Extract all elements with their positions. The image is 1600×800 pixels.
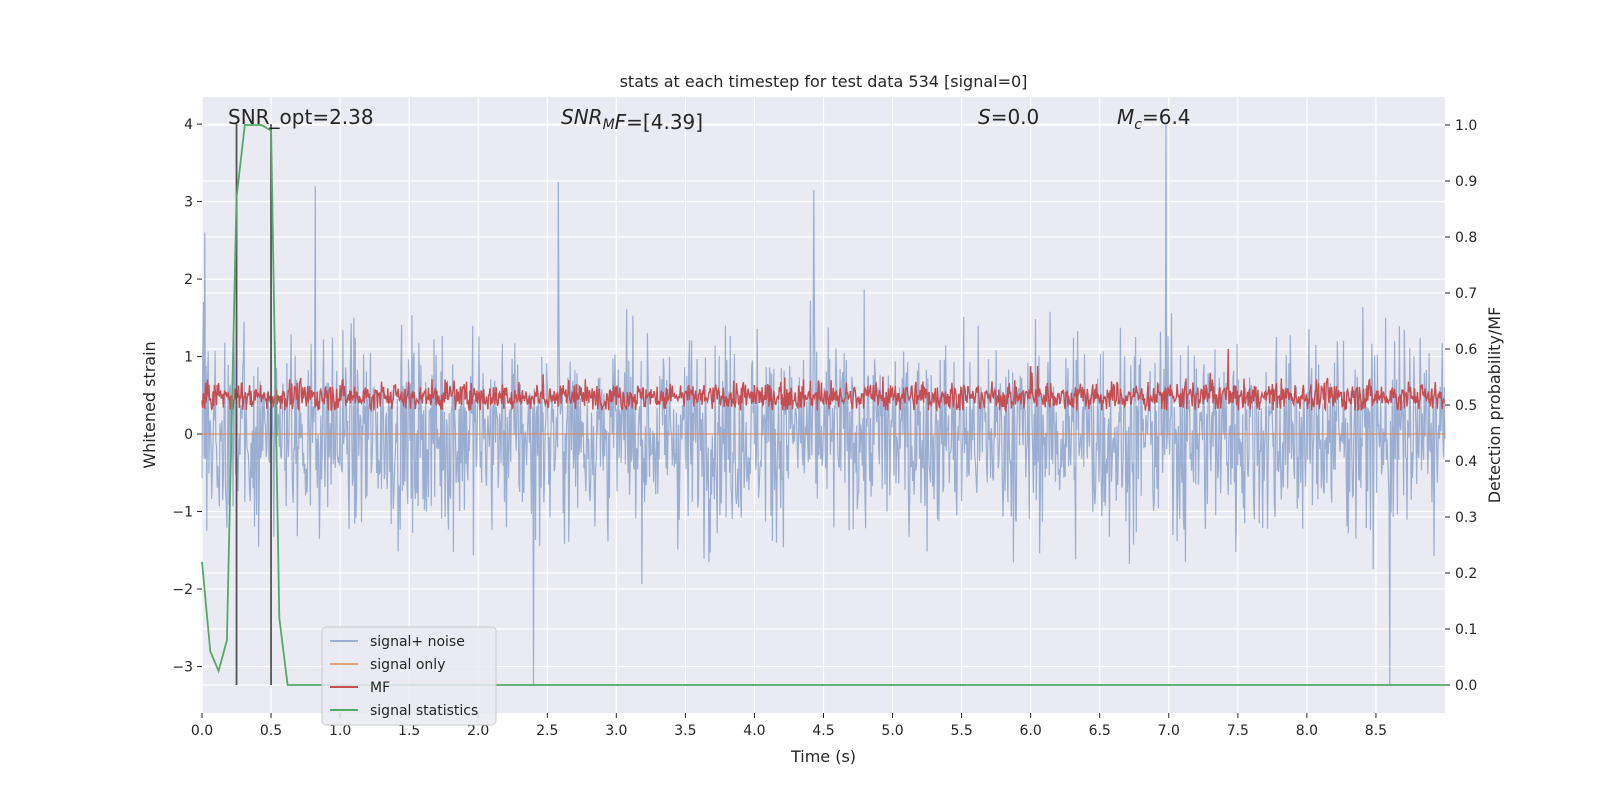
y2-tick-label: 0.7 — [1455, 286, 1477, 302]
series-mf-line — [201, 348, 1446, 414]
x-tick-label: 8.5 — [1365, 723, 1387, 739]
y2-tick-label: 0.3 — [1455, 510, 1477, 526]
x-tick-label: 7.0 — [1158, 723, 1180, 739]
annotation-text: S=0.0 — [978, 105, 1039, 129]
y2-axis-ticks: 0.0 0.1 0.2 0.3 0.4 0.5 0.6 0.7 0.8 0.9 1.0 — [1445, 118, 1477, 694]
x-tick-label: 2.5 — [536, 723, 558, 739]
y2-tick-label: 0.4 — [1455, 454, 1477, 470]
y-tick-label: −2 — [172, 582, 193, 598]
y-tick-label: 3 — [184, 195, 193, 211]
y-tick-label: 0 — [184, 427, 193, 443]
annotation-text: Mc=6.4 — [1117, 105, 1191, 133]
legend-box — [321, 626, 497, 726]
legend-label: MF — [370, 680, 390, 696]
y-tick-label: 1 — [184, 350, 193, 366]
y2-tick-label: 0.0 — [1455, 678, 1477, 694]
series-signal-statistics — [201, 124, 1445, 686]
x-tick-label: 4.0 — [743, 723, 765, 739]
y-tick-label: 2 — [184, 272, 193, 288]
x-tick-label: 8.0 — [1296, 723, 1318, 739]
x-tick-label: 7.5 — [1227, 723, 1249, 739]
y2-tick-label: 0.9 — [1455, 174, 1477, 190]
chart-title: stats at each timestep for test data 534… — [620, 72, 1028, 91]
x-tick-label: 6.5 — [1089, 723, 1111, 739]
annotations: SNR_opt=2.38 SNRMF=[4.39] S=0.0 Mc=6.4 — [228, 105, 1191, 134]
y2-tick-label: 1.0 — [1455, 118, 1477, 134]
x-tick-label: 5.0 — [881, 723, 903, 739]
x-axis-label: Time (s) — [790, 747, 856, 766]
x-tick-label: 1.0 — [329, 723, 351, 739]
annotation-text: SNRMF=[4.39] — [561, 105, 703, 134]
x-tick-label: 6.0 — [1020, 723, 1042, 739]
annotation-text: SNR_opt=2.38 — [228, 105, 374, 129]
y2-tick-label: 0.8 — [1455, 230, 1477, 246]
x-tick-label: 0.5 — [260, 723, 282, 739]
x-tick-label: 5.5 — [950, 723, 972, 739]
y2-tick-label: 0.5 — [1455, 398, 1477, 414]
series-mf — [201, 348, 1446, 414]
x-tick-label: 3.0 — [605, 723, 627, 739]
y2-tick-label: 0.2 — [1455, 566, 1477, 582]
y2-tick-label: 0.1 — [1455, 622, 1477, 638]
x-tick-label: 3.5 — [674, 723, 696, 739]
legend-label: signal only — [370, 657, 445, 673]
y2-axis-label: Detection probability/MF — [1485, 307, 1504, 504]
y-tick-label: −3 — [172, 660, 193, 676]
x-tick-label: 4.5 — [812, 723, 834, 739]
y-axis-label: Whitened strain — [140, 341, 159, 468]
legend: signal+ noise signal only MF signal statist… — [321, 626, 497, 726]
legend-label: signal+ noise — [370, 634, 465, 650]
y2-tick-label: 0.6 — [1455, 342, 1477, 358]
x-tick-label: 1.5 — [398, 723, 420, 739]
x-tick-label: 0.0 — [191, 723, 213, 739]
y-tick-label: −1 — [172, 505, 193, 521]
series-signal-statistics-line — [201, 124, 1445, 686]
y-tick-label: 4 — [184, 117, 193, 133]
x-tick-label: 2.0 — [467, 723, 489, 739]
y-axis-ticks: −3 −2 −1 0 1 2 3 4 — [172, 117, 202, 676]
legend-label: signal statistics — [370, 703, 478, 719]
x-axis-ticks: 0.0 0.5 1.0 1.5 2.0 2.5 3.0 3.5 4.0 4.5 5.0 5.5 6.0 6… — [191, 713, 1387, 739]
